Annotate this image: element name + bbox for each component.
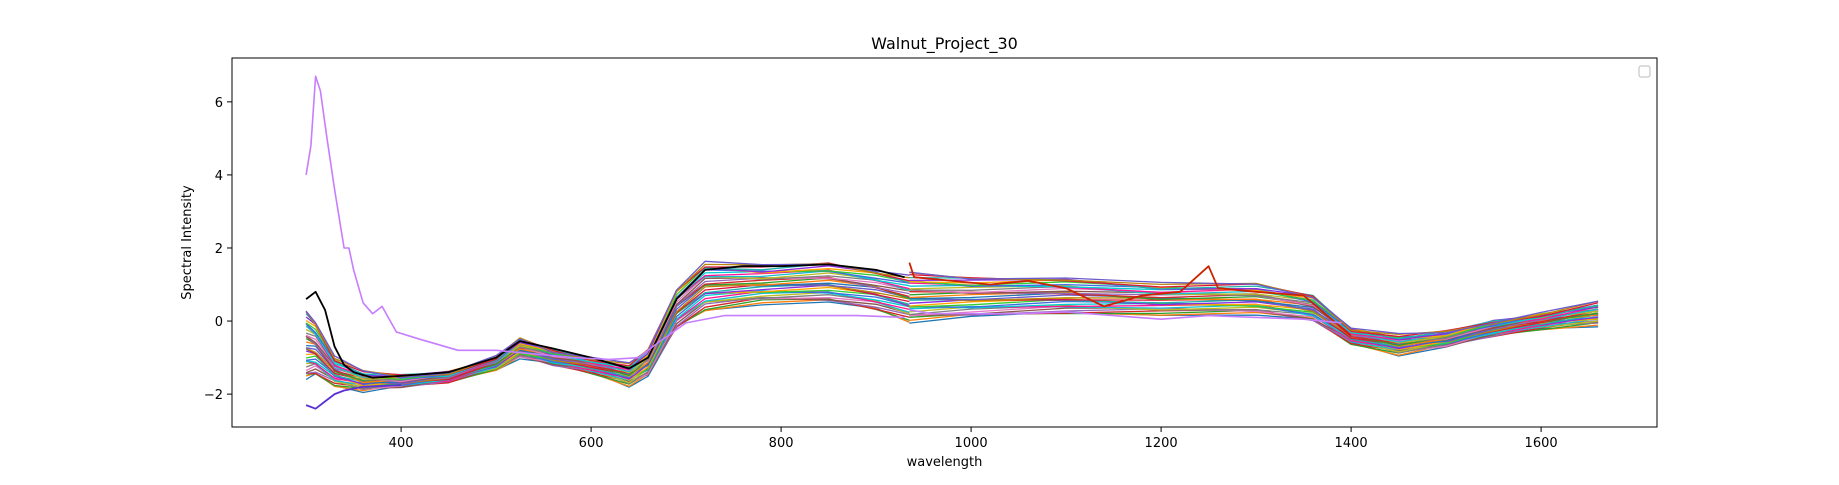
chart-title: Walnut_Project_30: [871, 34, 1018, 54]
x-tick-label: 800: [769, 436, 794, 451]
series-layer: [305, 75, 1599, 410]
x-axis-ticks: 400 600 800 1000 1200 1400 1600: [389, 427, 1558, 451]
spectrum-line: [909, 308, 1599, 351]
spectrum-line: [305, 262, 910, 376]
x-tick-label: 400: [389, 436, 414, 451]
spectrum-line: [909, 271, 1599, 335]
spectrum-line: [909, 297, 1599, 345]
x-tick-label: 1200: [1145, 436, 1178, 451]
y-axis-label: Spectral Intensity: [180, 185, 195, 300]
spectrum-line: [909, 280, 1599, 339]
x-tick-label: 600: [579, 436, 604, 451]
y-tick-label: −2: [204, 388, 223, 403]
spectrum-line: [909, 288, 1599, 342]
spectrum-line: [909, 297, 1599, 345]
spectrum-line: [305, 260, 910, 379]
y-tick-label: 6: [215, 96, 223, 111]
y-axis-ticks: −2 0 2 4 6: [204, 96, 232, 403]
legend-box: [1638, 65, 1651, 78]
x-tick-label: 1400: [1335, 436, 1368, 451]
y-tick-label: 2: [215, 242, 223, 257]
y-tick-label: 4: [215, 169, 223, 184]
spectrum-line-outlier: [305, 75, 905, 361]
spectrum-line-highlight: [305, 263, 905, 379]
spectrum-line: [909, 308, 1599, 352]
y-tick-label: 0: [215, 315, 223, 330]
spectrum-line: [909, 271, 1599, 336]
spectrum-line-highlight: [305, 384, 402, 410]
spectrum-line: [305, 262, 910, 376]
spectrum-line-outlier: [909, 309, 1342, 324]
spectrum-line-highlight: [908, 262, 1352, 337]
plot-frame: [231, 57, 1658, 428]
x-tick-label: 1600: [1525, 436, 1558, 451]
spectrum-line: [909, 303, 1599, 349]
spectrum-line: [909, 302, 1599, 348]
x-tick-label: 1000: [955, 436, 988, 451]
x-axis-label: wavelength: [907, 455, 983, 470]
